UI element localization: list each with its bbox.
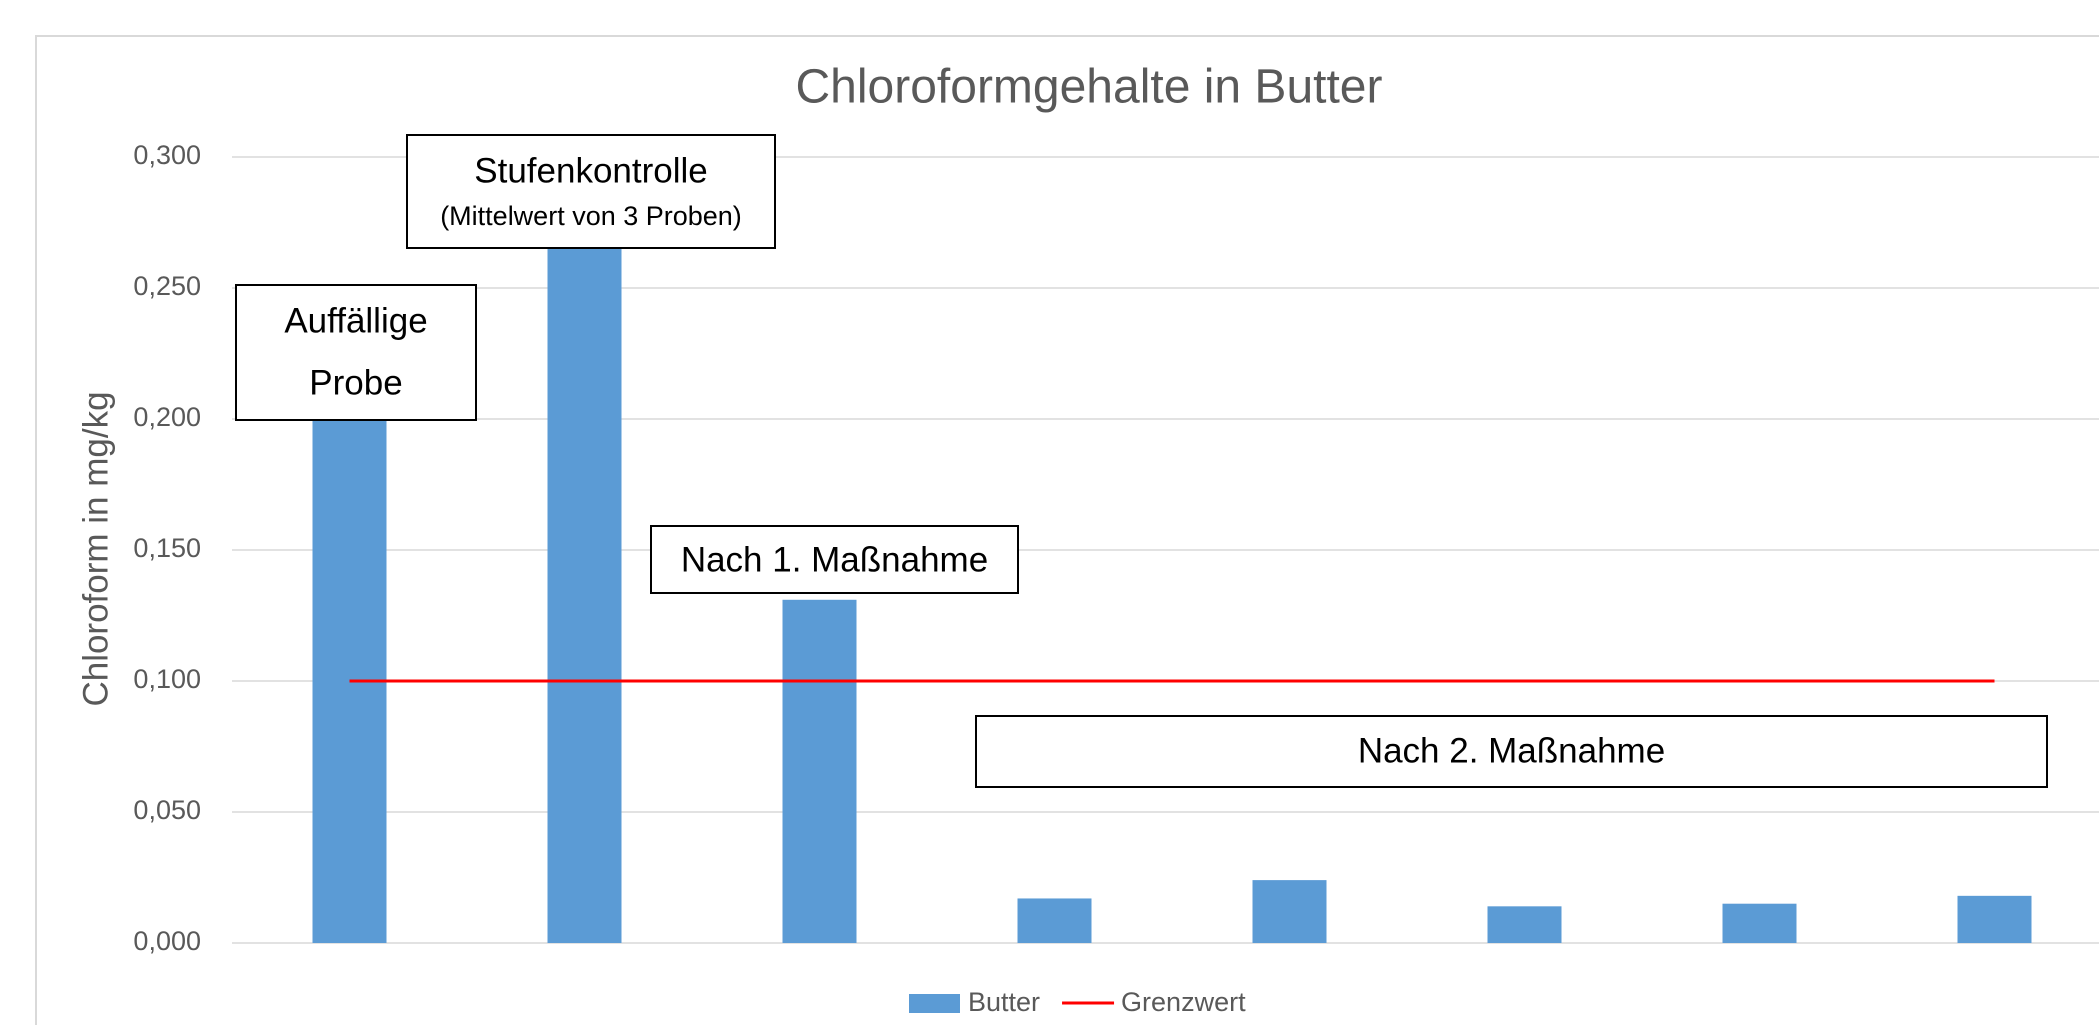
legend-label: Butter <box>968 987 1040 1017</box>
annotation-text: Nach 2. Maßnahme <box>1358 731 1665 770</box>
annotation-text: Nach 1. Maßnahme <box>681 540 988 579</box>
annotation-text: Probe <box>309 363 402 402</box>
bar <box>782 599 857 943</box>
annotation-text: Stufenkontrolle <box>474 151 707 190</box>
annotation-box <box>235 284 477 421</box>
bar <box>1017 898 1092 943</box>
bar <box>1487 906 1562 943</box>
y-tick-label: 0,150 <box>133 533 201 563</box>
annotation-box <box>650 525 1019 594</box>
annotation-text: (Mittelwert von 3 Proben) <box>440 201 742 231</box>
chart-frame <box>35 35 2099 1025</box>
y-tick-label: 0,300 <box>133 140 201 170</box>
legend-label: Grenzwert <box>1121 987 1246 1017</box>
bar <box>1722 903 1797 943</box>
annotation-box <box>406 134 776 249</box>
y-tick-label: 0,100 <box>133 664 201 694</box>
bar <box>547 240 622 944</box>
annotation-box <box>975 715 2048 788</box>
chart-title: Chloroformgehalte in Butter <box>796 61 1383 114</box>
bar <box>1252 880 1327 943</box>
y-axis-label: Chloroform in mg/kg <box>76 391 115 706</box>
legend-swatch <box>909 994 960 1013</box>
y-tick-label: 0,050 <box>133 795 201 825</box>
y-tick-label: 0,000 <box>133 926 201 956</box>
bar <box>1957 895 2032 943</box>
annotation-text: Auffällige <box>284 301 427 340</box>
y-tick-label: 0,200 <box>133 402 201 432</box>
y-tick-label: 0,250 <box>133 271 201 301</box>
